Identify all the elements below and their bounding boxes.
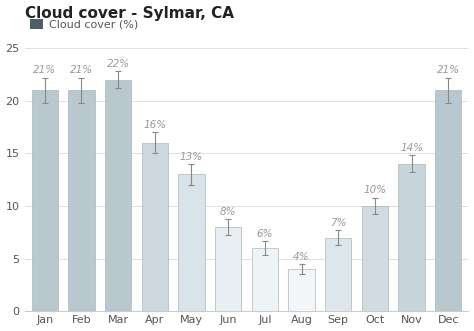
Text: 14%: 14% — [400, 143, 423, 153]
Bar — [435, 90, 462, 311]
Text: 16%: 16% — [143, 120, 166, 130]
Bar — [31, 90, 58, 311]
Text: 4%: 4% — [293, 252, 310, 262]
Text: 21%: 21% — [437, 66, 460, 75]
Bar — [398, 164, 425, 311]
Bar — [105, 80, 131, 311]
Text: Cloud cover - Sylmar, CA: Cloud cover - Sylmar, CA — [25, 6, 234, 21]
Bar — [142, 143, 168, 311]
Text: 21%: 21% — [33, 66, 56, 75]
Bar — [362, 206, 388, 311]
Bar — [215, 227, 241, 311]
Bar — [252, 248, 278, 311]
Bar — [68, 90, 95, 311]
Text: 13%: 13% — [180, 152, 203, 162]
Text: 7%: 7% — [330, 218, 346, 228]
Bar — [178, 174, 205, 311]
Legend: Cloud cover (%): Cloud cover (%) — [30, 20, 138, 30]
Text: 21%: 21% — [70, 66, 93, 75]
Bar — [288, 269, 315, 311]
Bar — [325, 238, 351, 311]
Text: 6%: 6% — [256, 229, 273, 239]
Text: 10%: 10% — [364, 185, 386, 196]
Text: 8%: 8% — [220, 207, 237, 216]
Text: 22%: 22% — [107, 59, 130, 69]
